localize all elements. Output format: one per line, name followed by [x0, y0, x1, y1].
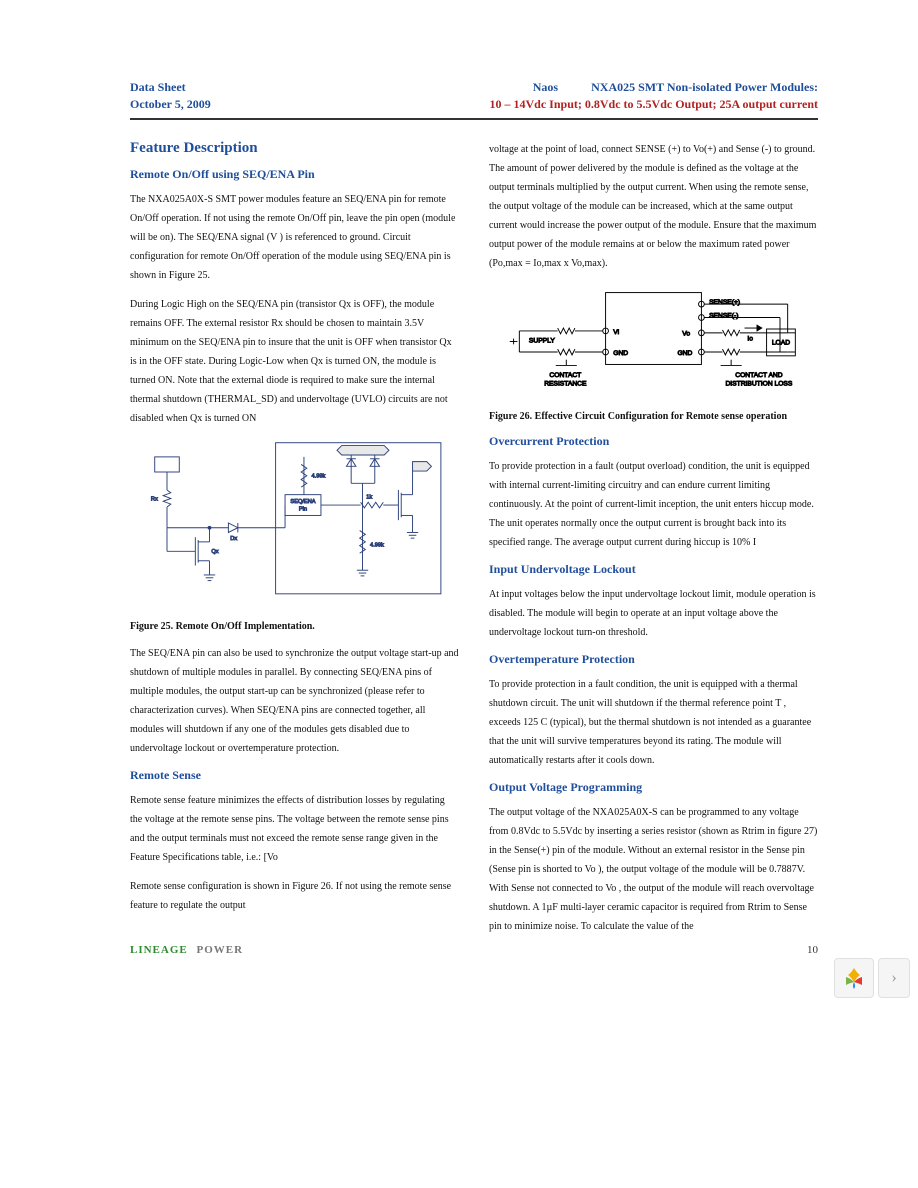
header-product: NXA025 SMT Non-isolated Power Modules:: [591, 80, 818, 94]
figure-25-caption: Figure 25. Remote On/Off Implementation.: [130, 621, 459, 632]
figure-25-svg: SEQ/ENA Pin 4.99k 1k: [130, 438, 459, 608]
svg-text:GND: GND: [613, 350, 628, 357]
header-right: Naos NXA025 SMT Non-isolated Power Modul…: [533, 80, 818, 95]
para-right-1: voltage at the point of load, connect SE…: [489, 140, 818, 273]
figure-25: SEQ/ENA Pin 4.99k 1k: [130, 438, 459, 613]
svg-text:Io: Io: [747, 336, 753, 343]
figure-26: Vi GND Vo GND SENSE(+) SENSE(-): [489, 283, 818, 403]
right-column: voltage at the point of load, connect SE…: [489, 140, 818, 946]
subsection-remote-sense: Remote Sense: [130, 768, 459, 783]
para-left-3: The SEQ/ENA pin can also be used to sync…: [130, 644, 459, 758]
svg-text:Rx: Rx: [151, 496, 158, 502]
para-left-4: Remote sense feature minimizes the effec…: [130, 791, 459, 867]
svg-text:Dx: Dx: [230, 536, 237, 542]
para-left-4b: Remote sense configuration is shown in F…: [130, 877, 459, 915]
svg-text:SENSE(-): SENSE(-): [709, 313, 738, 320]
header-left-title: Data Sheet: [130, 80, 186, 95]
para-right-2: To provide protection in a fault (output…: [489, 457, 818, 552]
svg-text:1k: 1k: [366, 494, 372, 500]
svg-text:SEQ/ENA: SEQ/ENA: [290, 499, 315, 505]
footer-brand: LINEAGE POWER: [130, 944, 243, 956]
subsection-output-vprog: Output Voltage Programming: [489, 780, 818, 795]
header-naos: Naos: [533, 80, 558, 94]
para-left-1: The NXA025A0X-S SMT power modules featur…: [130, 190, 459, 285]
header-spec: 10 – 14Vdc Input; 0.8Vdc to 5.5Vdc Outpu…: [490, 97, 818, 112]
svg-text:4.99k: 4.99k: [370, 543, 384, 549]
svg-text:CONTACT: CONTACT: [549, 372, 581, 379]
svg-text:Pin: Pin: [299, 507, 307, 513]
section-title-feature: Feature Description: [130, 140, 459, 157]
subheader-row: October 5, 2009 10 – 14Vdc Input; 0.8Vdc…: [130, 97, 818, 120]
page: Data Sheet Naos NXA025 SMT Non-isolated …: [0, 0, 918, 1006]
footer-power: POWER: [197, 944, 244, 956]
para-right-4: To provide protection in a fault conditi…: [489, 675, 818, 770]
figure-26-caption: Figure 26. Effective Circuit Configurati…: [489, 411, 818, 422]
svg-text:Vo: Vo: [682, 331, 690, 338]
svg-text:RESISTANCE: RESISTANCE: [544, 381, 587, 388]
subsection-uvlo: Input Undervoltage Lockout: [489, 562, 818, 577]
figure-26-svg: Vi GND Vo GND SENSE(+) SENSE(-): [489, 283, 818, 398]
subsection-overcurrent: Overcurrent Protection: [489, 434, 818, 449]
svg-text:Qx: Qx: [211, 549, 218, 555]
header-date: October 5, 2009: [130, 97, 211, 112]
subsection-remote-onoff: Remote On/Off using SEQ/ENA Pin: [130, 167, 459, 182]
footer-page-number: 10: [807, 944, 818, 956]
svg-text:DISTRIBUTION LOSS: DISTRIBUTION LOSS: [725, 381, 792, 388]
para-right-5: The output voltage of the NXA025A0X-S ca…: [489, 803, 818, 936]
svg-text:Vi: Vi: [613, 329, 619, 336]
left-column: Feature Description Remote On/Off using …: [130, 140, 459, 946]
svg-text:SENSE(+): SENSE(+): [709, 299, 740, 306]
footer-lineage: LINEAGE: [130, 944, 188, 956]
subsection-overtemp: Overtemperature Protection: [489, 652, 818, 667]
svg-text:LOAD: LOAD: [772, 339, 790, 346]
chevron-right-icon: ›: [891, 969, 896, 987]
svg-text:4.99k: 4.99k: [312, 474, 326, 480]
widget-logo-icon[interactable]: [834, 958, 874, 998]
para-left-2: During Logic High on the SEQ/ENA pin (tr…: [130, 295, 459, 428]
footer: LINEAGE POWER 10: [130, 944, 818, 956]
bottom-widget: ›: [834, 958, 910, 998]
svg-text:SUPPLY: SUPPLY: [529, 337, 555, 344]
widget-next-arrow[interactable]: ›: [878, 958, 910, 998]
svg-text:GND: GND: [677, 350, 692, 357]
header-row: Data Sheet Naos NXA025 SMT Non-isolated …: [130, 80, 818, 95]
svg-text:CONTACT AND: CONTACT AND: [735, 372, 782, 379]
content-columns: Feature Description Remote On/Off using …: [130, 140, 818, 946]
para-right-3: At input voltages below the input underv…: [489, 585, 818, 642]
